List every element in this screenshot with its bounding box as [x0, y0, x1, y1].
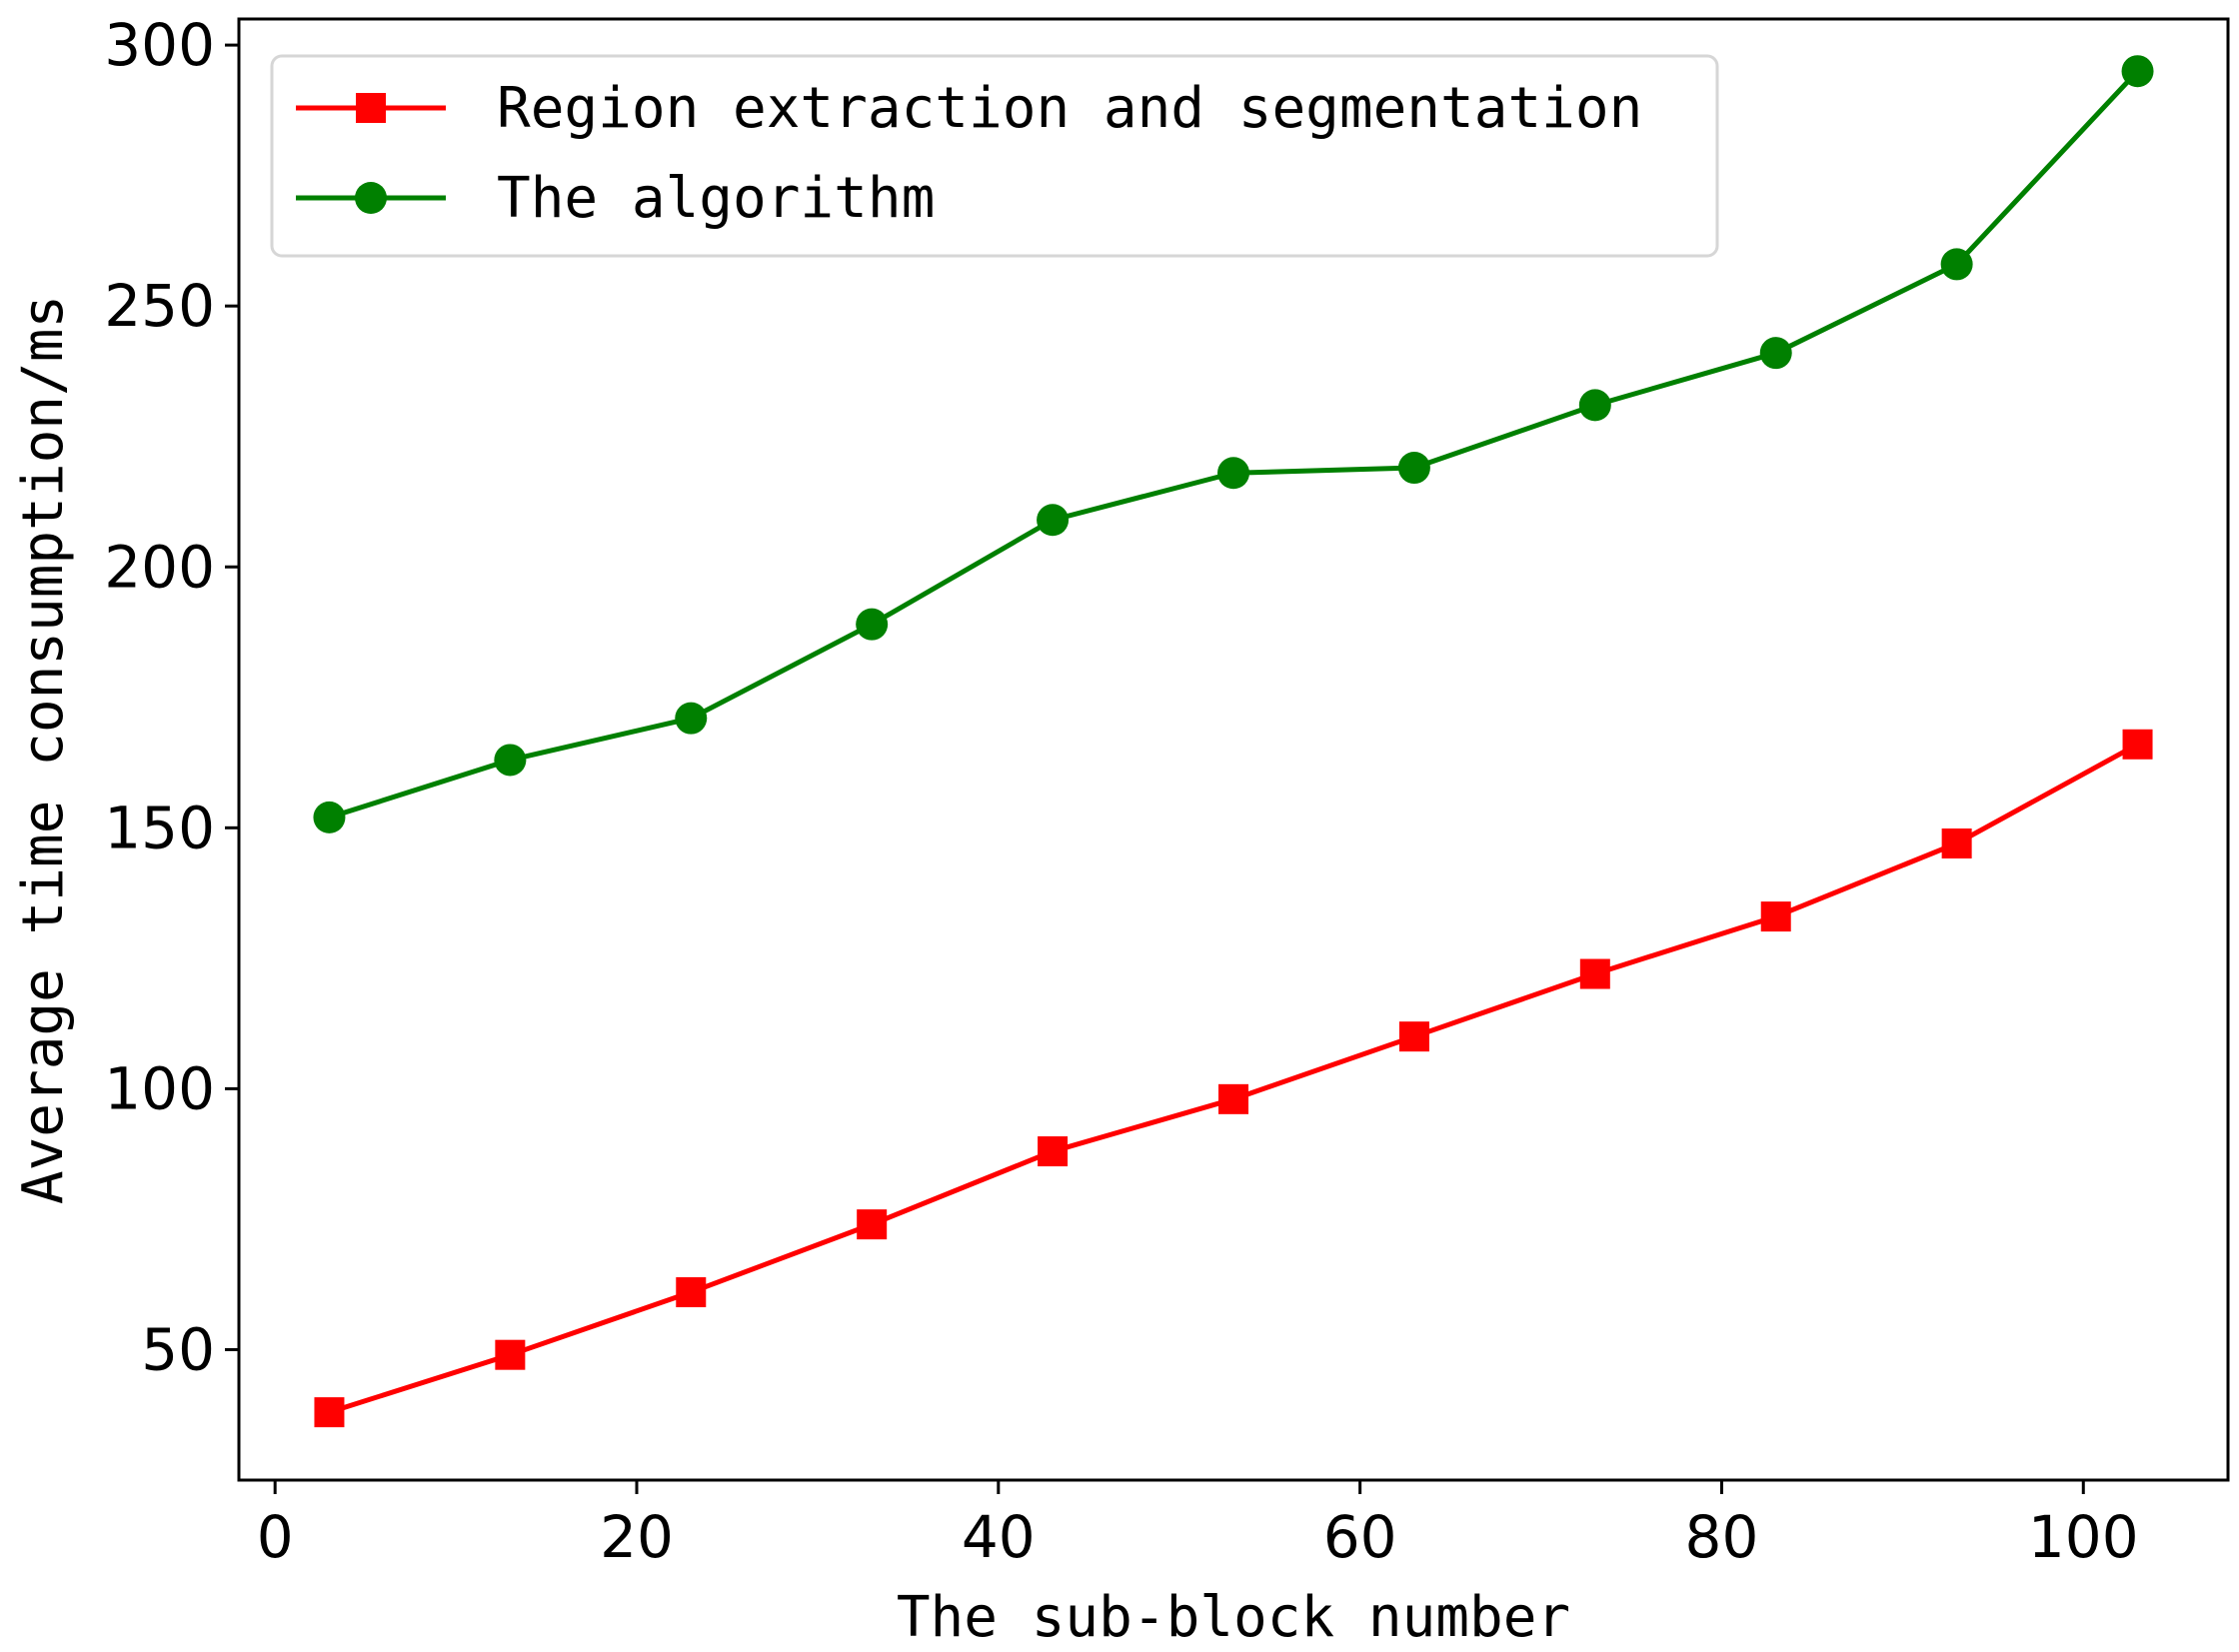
y-tick-label-0: 50	[141, 1315, 215, 1383]
y-axis-title: Average time consumption/ms	[11, 295, 76, 1204]
legend-marker-0	[356, 93, 386, 123]
series-1-point-5	[1217, 457, 1249, 490]
x-tick-label-2: 40	[962, 1503, 1036, 1571]
series-1-point-2	[675, 702, 708, 735]
series-1-point-8	[1759, 337, 1792, 370]
series-1-point-4	[1037, 504, 1070, 537]
legend-entries: Region extraction and segmentation The al…	[296, 76, 1642, 231]
legend-label-0: Region extraction and segmentation	[497, 76, 1642, 141]
series-0-point-8	[1760, 901, 1791, 932]
y-tick-label-3: 200	[104, 533, 215, 601]
y-tick-label-4: 250	[104, 272, 215, 340]
legend-box	[270, 54, 1719, 258]
series-0-point-4	[1038, 1136, 1069, 1167]
x-tick-label-3: 60	[1323, 1503, 1397, 1571]
series-1-point-10	[2121, 55, 2154, 88]
x-axis-title: The sub-block number	[897, 1585, 1570, 1650]
series-1-point-3	[856, 608, 889, 641]
x-tick-label-4: 80	[1685, 1503, 1759, 1571]
series-1-point-0	[313, 801, 346, 833]
series-0-point-6	[1398, 1021, 1429, 1052]
y-tick-label-2: 150	[104, 794, 215, 861]
series-0-point-0	[314, 1397, 345, 1428]
legend-entry-0: Region extraction and segmentation	[296, 76, 1642, 141]
series-1-point-7	[1578, 389, 1611, 422]
series-1-point-6	[1397, 452, 1430, 485]
series-line-0	[328, 742, 2139, 1415]
series-0-point-2	[676, 1277, 707, 1308]
y-tick-label-1: 100	[104, 1054, 215, 1122]
series-layer	[313, 55, 2154, 1428]
legend-entry-1: The algorithm	[296, 166, 935, 231]
series-0-point-9	[1941, 827, 1972, 858]
legend-marker-1	[355, 182, 387, 214]
series-0-point-5	[1218, 1083, 1248, 1114]
series-0-point-7	[1579, 958, 1610, 989]
legend: Region extraction and segmentation The al…	[270, 54, 1719, 258]
series-0-point-1	[495, 1339, 526, 1370]
series-0-point-3	[857, 1209, 888, 1240]
x-tick-label-1: 20	[600, 1503, 674, 1571]
series-1-point-1	[494, 744, 527, 777]
x-tick-label-5: 100	[2028, 1503, 2139, 1571]
legend-label-1: The algorithm	[497, 166, 935, 231]
plot-frame	[237, 17, 2230, 1482]
series-0	[314, 729, 2153, 1428]
series-1	[313, 55, 2154, 833]
y-tick-label-5: 300	[104, 11, 215, 79]
series-0-point-10	[2122, 729, 2153, 760]
series-1-point-9	[1940, 248, 1973, 281]
x-tick-label-0: 0	[257, 1503, 294, 1571]
x-axis-ticks: 0 20 40 60 80 100	[257, 1480, 2139, 1571]
y-axis-ticks: 50 100 150 200 250 300	[104, 11, 239, 1383]
